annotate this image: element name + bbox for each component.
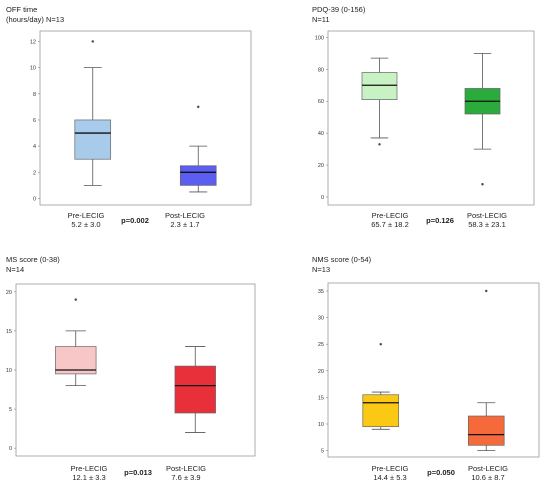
group-stat-pre: 12.1 ± 3.3 — [72, 473, 106, 482]
chart-subtitle: N=13 — [312, 265, 331, 274]
plot-frame — [327, 282, 540, 458]
y-tick-label: 80 — [318, 67, 324, 73]
box — [179, 165, 217, 186]
group-stat-post: 2.3 ± 1.7 — [170, 220, 200, 229]
y-tick-label: 5 — [321, 449, 324, 455]
y-tick-label: 0 — [321, 195, 324, 201]
y-tick-label: 5 — [9, 407, 12, 413]
box — [362, 394, 400, 428]
y-tick-label: 6 — [33, 118, 36, 124]
chart-title: PDQ-39 (0-156) — [312, 5, 366, 14]
p-value: p=0.013 — [124, 468, 152, 477]
y-tick-label: 35 — [318, 289, 324, 295]
p-value: p=0.050 — [427, 468, 455, 477]
outlier-point — [379, 342, 382, 346]
group-stat-pre: 65.7 ± 18.2 — [371, 220, 409, 229]
chart-subtitle: N=14 — [6, 265, 25, 274]
group-label-pre: Pre-LECIG — [67, 211, 105, 220]
y-tick-label: 10 — [6, 368, 12, 374]
group-stat-pre: 5.2 ± 3.0 — [71, 220, 101, 229]
plot-frame — [15, 283, 256, 457]
y-tick-label: 15 — [318, 395, 324, 401]
group-stat-post: 58.3 ± 23.1 — [468, 220, 506, 229]
chart-title: NMS score (0-54) — [312, 255, 372, 264]
group-label-pre: Pre-LECIG — [371, 464, 409, 473]
group-stat-post: 10.6 ± 8.7 — [471, 473, 505, 482]
chart-subtitle: N=11 — [312, 15, 330, 24]
y-tick-label: 0 — [33, 196, 36, 202]
y-tick-label: 12 — [30, 39, 36, 45]
group-stat-pre: 14.4 ± 5.3 — [373, 473, 407, 482]
y-tick-label: 40 — [318, 131, 324, 137]
outlier-point — [74, 298, 77, 301]
chart-plot-ms-score: 0 5 10 15 20 — [6, 283, 256, 457]
y-tick-label: 30 — [318, 316, 324, 322]
chart-title: OFF time — [6, 5, 38, 14]
y-tick-label: 10 — [30, 66, 36, 72]
group-stat-post: 7.6 ± 3.9 — [171, 473, 201, 482]
group-label-post: Post-LECIG — [165, 464, 207, 473]
chart-title: MS score (0-38) — [6, 255, 60, 264]
y-tick-label: 20 — [6, 290, 12, 296]
group-label-pre: Pre-LECIG — [70, 464, 108, 473]
plot-frame — [327, 30, 535, 206]
group-label-post: Post-LECIG — [467, 464, 509, 473]
y-tick-label: 20 — [318, 369, 324, 375]
box — [74, 119, 112, 160]
group-label-pre: Pre-LECIG — [371, 211, 409, 220]
chart-plot-pdq39: 0 20 40 60 80 100 — [315, 30, 535, 206]
group-label-post: Post-LECIG — [164, 211, 206, 220]
p-value: p=0.002 — [121, 216, 149, 225]
box — [467, 415, 505, 446]
y-tick-label: 25 — [318, 342, 324, 348]
y-tick-label: 0 — [9, 446, 12, 452]
outlier-point — [197, 105, 200, 109]
chart-plot-off-time: 0 2 4 6 8 10 12 — [30, 30, 252, 206]
group-label-post: Post-LECIG — [466, 211, 508, 220]
outlier-point — [378, 143, 381, 146]
plot-frame — [39, 30, 252, 206]
box — [361, 72, 398, 100]
chart-plot-nms-score: 5 10 15 20 25 30 35 — [318, 282, 540, 458]
y-tick-label: 2 — [33, 170, 36, 176]
y-tick-label: 8 — [33, 92, 36, 98]
chart-subtitle: (hours/day) N=13 — [6, 15, 65, 24]
outlier-point — [485, 289, 488, 293]
y-tick-label: 20 — [318, 163, 324, 169]
p-value: p=0.126 — [426, 216, 454, 225]
outlier-point — [91, 40, 94, 43]
box — [174, 365, 216, 414]
y-tick-label: 100 — [315, 35, 324, 41]
box — [55, 346, 97, 375]
outlier-point — [481, 183, 484, 186]
y-tick-label: 10 — [318, 422, 324, 428]
y-tick-label: 4 — [33, 144, 36, 150]
y-tick-label: 15 — [6, 329, 12, 335]
y-tick-label: 60 — [318, 99, 324, 105]
